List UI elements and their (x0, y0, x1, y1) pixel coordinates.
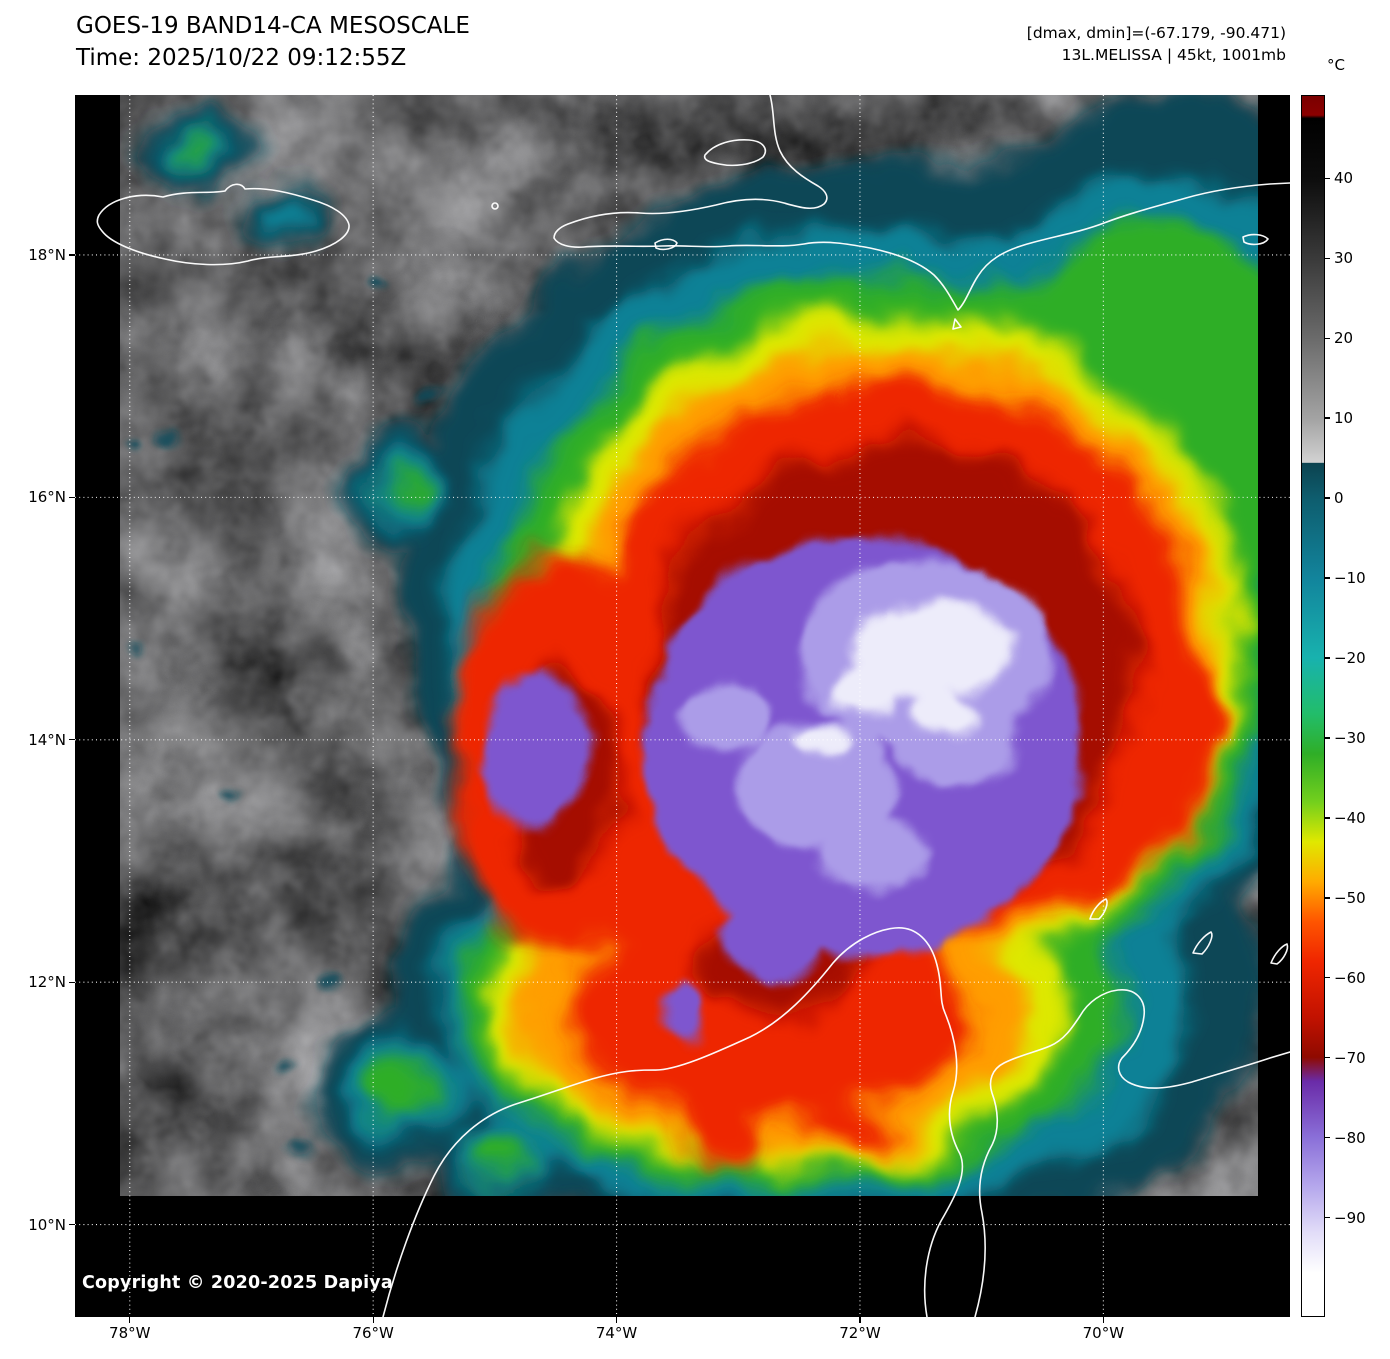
lon-tick-label: 72°W (839, 1324, 881, 1342)
lon-tick-label: 74°W (595, 1324, 638, 1342)
lon-tick-label: 78°W (109, 1324, 151, 1342)
colorbar-tick-label: −40 (1334, 808, 1366, 827)
colorbar-unit-label: °C (1327, 56, 1345, 74)
colorbar-tick-mark (1325, 417, 1330, 419)
coastline-gonave-island (703, 139, 767, 167)
colorbar-tick-mark (1325, 337, 1330, 339)
colorbar-tick-label: 10 (1334, 409, 1354, 428)
lon-tick-label: 76°W (352, 1324, 394, 1342)
coastlines (96, 95, 1290, 1317)
storm-info-readout: 13L.MELISSA | 45kt, 1001mb (1061, 46, 1286, 64)
lat-tick-mark (69, 981, 75, 983)
coastline-south-america-west (382, 927, 964, 1317)
coastline-navassa-island (491, 202, 499, 210)
lat-tick-mark (69, 496, 75, 498)
coastline-south-america-east (974, 989, 1290, 1317)
colorbar-tick-mark (1325, 257, 1330, 259)
coastline-beata-island (952, 318, 962, 330)
colorbar-tick-mark (1325, 817, 1330, 819)
lat-tick-label: 14°N (28, 730, 66, 749)
lat-tick-label: 18°N (28, 245, 66, 264)
colorbar-tick-mark (1325, 1137, 1330, 1139)
colorbar-tick-mark (1325, 897, 1330, 899)
colorbar-tick-mark (1325, 1057, 1330, 1059)
colorbar-tick-label: −20 (1334, 649, 1366, 668)
lat-tick-label: 16°N (28, 488, 66, 507)
info-block: [dmax, dmin]=(-67.179, -90.471) 13L.MELI… (1027, 22, 1286, 66)
storm-layer-white-core (799, 598, 1012, 760)
latlon-gridlines (75, 95, 1290, 1317)
colorbar-tick-mark (1325, 497, 1330, 499)
colorbar-tick-label: 30 (1334, 249, 1354, 268)
coastline-ile-a-vache (654, 238, 678, 251)
colorbar-tick-label: −60 (1334, 968, 1366, 987)
colorbar-tick-mark (1325, 1217, 1330, 1219)
lon-tick-mark (1102, 1317, 1104, 1323)
colorbar-tick-label: 40 (1334, 169, 1354, 188)
coastline-saona-island (1242, 233, 1269, 246)
lat-tick-mark (69, 254, 75, 256)
colorbar-tick-label: −30 (1334, 728, 1366, 747)
dmax-dmin-readout: [dmax, dmin]=(-67.179, -90.471) (1026, 24, 1286, 42)
figure-title: GOES-19 BAND14-CA MESOSCALE (76, 13, 470, 39)
colorbar-tick-mark (1325, 177, 1330, 179)
copyright-watermark: Copyright © 2020-2025 Dapiya (82, 1273, 393, 1293)
lat-tick-label: 12°N (28, 973, 66, 992)
figure-timestamp: Time: 2025/10/22 09:12:55Z (76, 45, 407, 71)
lon-tick-label: 70°W (1082, 1324, 1125, 1342)
satellite-swath (120, 95, 1258, 1196)
colorbar-tick-label: −90 (1334, 1208, 1366, 1227)
lat-tick-label: 10°N (28, 1215, 66, 1234)
satellite-image (75, 95, 1290, 1317)
title-block: GOES-19 BAND14-CA MESOSCALE Time: 2025/1… (76, 10, 470, 74)
colorbar-tick-mark (1325, 577, 1330, 579)
lat-tick-mark (69, 739, 75, 741)
lat-tick-mark (69, 1223, 75, 1226)
colorbar-tick-label: −10 (1334, 569, 1366, 588)
coastline-bonaire (1270, 943, 1289, 965)
lon-tick-mark (859, 1317, 861, 1323)
coastline-jamaica (96, 183, 350, 266)
colorbar-tick-label: −80 (1334, 1128, 1366, 1147)
colorbar-tick-mark (1325, 657, 1330, 659)
colorbar-tick-label: −50 (1334, 888, 1366, 907)
colorbar-tick-label: 20 (1334, 329, 1354, 348)
colorbar-tick-label: 0 (1334, 489, 1344, 508)
coastline-hispaniola (553, 95, 1290, 311)
colorbar-tick-label: −70 (1334, 1048, 1366, 1067)
lon-tick-mark (129, 1317, 131, 1323)
lon-tick-mark (615, 1317, 618, 1323)
colorbar-tick-mark (1325, 737, 1330, 739)
satellite-map: Copyright © 2020-2025 Dapiya (75, 95, 1290, 1317)
coastline-aruba (1089, 898, 1108, 920)
lon-tick-mark (372, 1317, 374, 1323)
colorbar-tick-mark (1325, 977, 1330, 979)
colorbar (1301, 95, 1325, 1317)
coastline-curacao (1192, 931, 1213, 955)
